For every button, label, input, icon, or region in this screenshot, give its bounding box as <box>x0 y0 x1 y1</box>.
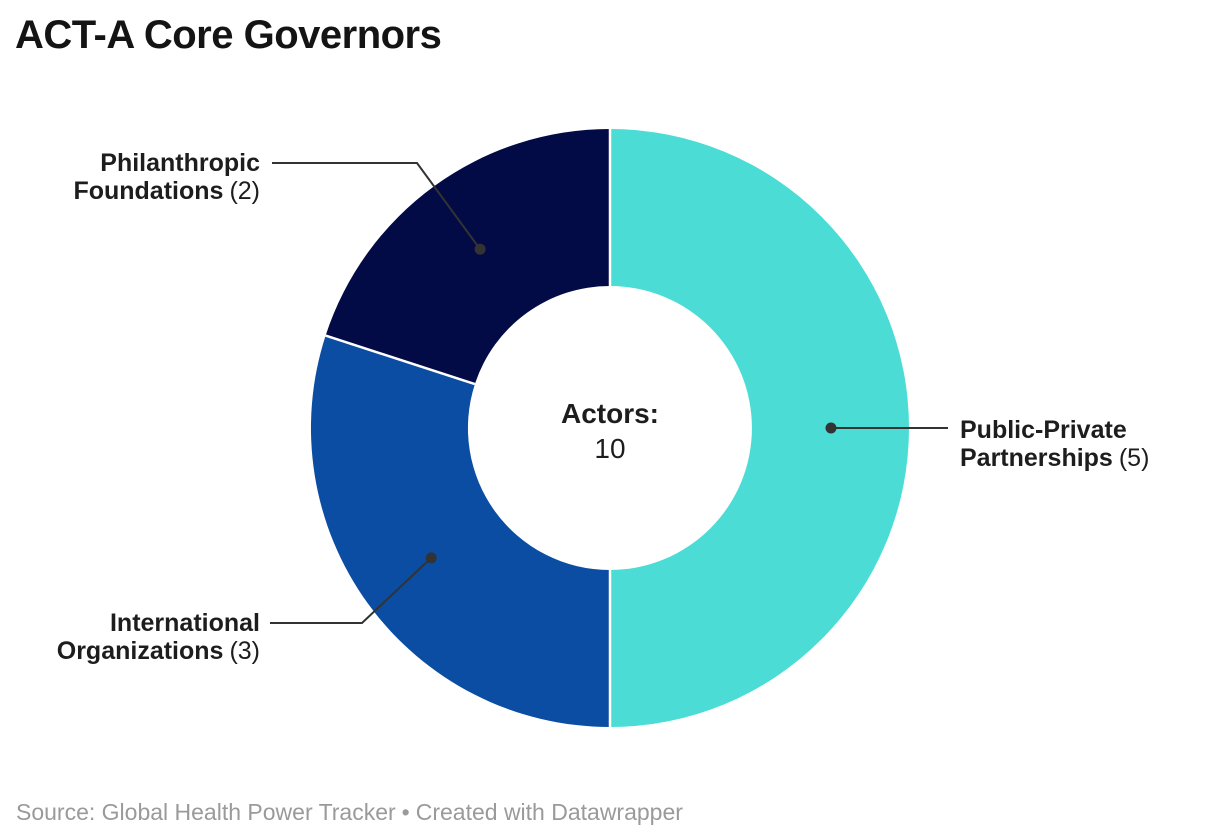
slice-count: (2) <box>229 177 260 205</box>
label-connector-dot <box>425 552 437 564</box>
center-total-value: 10 <box>594 433 626 464</box>
slice-label-international-organizations: International Organizations (3) <box>57 609 260 665</box>
slice-label-line1: International <box>109 609 260 637</box>
label-connector-dot <box>825 422 837 434</box>
center-total: Actors: 10 <box>561 396 659 466</box>
source-text: Source: Global Health Power Tracker <box>16 799 396 825</box>
slice-label-line1: Public-Private <box>960 416 1127 444</box>
donut-slice-public-private-partnerships[interactable] <box>610 129 909 727</box>
slice-label-name: Foundations <box>73 177 224 205</box>
slice-label-name: Organizations <box>56 637 224 665</box>
donut-slice-international-organizations[interactable] <box>310 335 610 727</box>
center-total-label: Actors: <box>560 398 660 429</box>
slice-count: (5) <box>1118 444 1150 472</box>
chart-footer: Source: Global Health Power Tracker • Crea… <box>16 799 683 826</box>
slice-label-line2: Partnerships (5) <box>960 444 1149 472</box>
datawrapper-attribution-link[interactable]: Created with Datawrapper <box>415 799 683 825</box>
slice-label-line1: Philanthropic <box>100 149 260 177</box>
footer-separator: • <box>401 799 410 825</box>
slice-label-line2: Foundations (2) <box>73 177 260 205</box>
label-connector-dot <box>474 243 486 255</box>
chart-title: ACT-A Core Governors <box>15 13 442 57</box>
donut-slice-philanthropic-foundations[interactable] <box>325 129 610 385</box>
label-connector-line <box>272 162 481 250</box>
slice-label-name: Partnerships <box>960 444 1113 472</box>
label-connector-line <box>270 557 432 624</box>
slice-label-philanthropic-foundations: Philanthropic Foundations (2) <box>73 149 260 205</box>
slice-label-line2: Organizations (3) <box>57 637 260 665</box>
slice-separator <box>325 334 476 386</box>
slice-label-public-private-partnerships: Public-Private Partnerships (5) <box>960 416 1149 472</box>
slice-count: (3) <box>229 637 260 665</box>
